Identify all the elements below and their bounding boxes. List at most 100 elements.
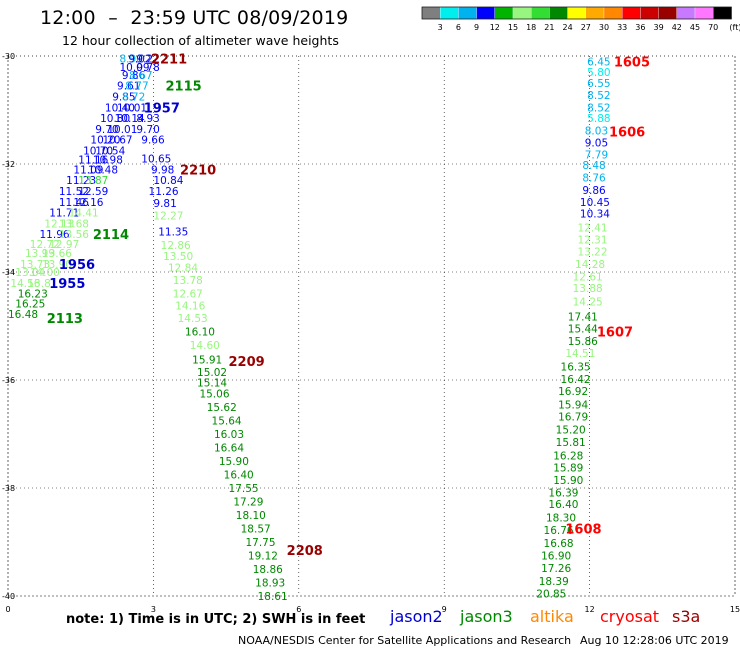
footnote: note: 1) Time is in UTC; 2) SWH is in fe… [66, 612, 366, 627]
swh-point: 15.86 [568, 336, 598, 348]
y-tick-label: -40 [2, 592, 15, 601]
swh-point: 8.90 [119, 54, 142, 66]
swh-point: 10.70 [83, 146, 113, 158]
swh-point: 15.64 [212, 416, 242, 428]
x-tick-label: 6 [296, 605, 301, 614]
swh-point: 14.56 [10, 278, 40, 290]
swh-point: 8.93 [136, 113, 159, 125]
swh-point: 11.52 [59, 186, 89, 198]
swh-point: 10.54 [95, 146, 125, 158]
swh-point: 12.41 [577, 223, 607, 235]
swh-point: 8.03 [585, 126, 608, 138]
swh-point: 15.89 [553, 462, 583, 474]
swh-point: 12.31 [577, 235, 607, 247]
swh-point: 14.60 [190, 340, 220, 352]
pass-label: 2208 [287, 544, 323, 559]
swh-point: 16.76 [544, 525, 574, 537]
swh-point: 10.01 [107, 124, 137, 136]
swh-point: 18.10 [236, 510, 266, 522]
swh-point: 20.85 [536, 588, 566, 600]
colorbar-tick-label: 6 [456, 23, 461, 32]
swh-point: 12.13 [44, 218, 74, 230]
swh-point: 9.86 [122, 70, 146, 82]
swh-point: 16.25 [15, 298, 45, 310]
colorbar-tick-label: 42 [672, 23, 682, 32]
page-title: 12:00 – 23:59 UTC 08/09/2019 [40, 7, 349, 29]
swh-point: 12.72 [30, 239, 60, 251]
swh-point: 11.96 [40, 229, 70, 241]
colorbar-swatch [458, 6, 477, 20]
swh-point: 12.67 [173, 289, 203, 301]
colorbar-swatch [676, 6, 696, 20]
swh-point: 15.94 [558, 399, 588, 411]
footer-credit: NOAA/NESDIS Center for Satellite Applica… [238, 634, 572, 647]
swh-point: 10.48 [88, 164, 118, 176]
swh-point: 16.28 [553, 451, 583, 463]
legend-altika: altika [530, 607, 574, 626]
swh-point: 15.90 [219, 456, 249, 468]
colorbar-tick-label: 24 [563, 23, 573, 32]
swh-point: 15.91 [192, 354, 222, 366]
swh-point: 19.12 [248, 551, 278, 563]
colorbar-tick-label: 39 [654, 23, 664, 32]
swh-point: 11.16 [78, 155, 108, 167]
swh-point: 11.46 [59, 197, 89, 209]
swh-point: 10.14 [115, 113, 145, 125]
swh-point: 14.28 [575, 259, 605, 271]
swh-point: 13.68 [59, 218, 89, 230]
swh-point: 11.71 [49, 208, 79, 220]
pass-label: 1955 [49, 277, 85, 292]
pass-label: 1607 [597, 325, 633, 340]
pass-label: 2115 [166, 80, 202, 95]
swh-point: 15.44 [568, 324, 598, 336]
swh-point: 14.41 [69, 208, 99, 220]
swh-point: 8.77 [125, 81, 148, 93]
colorbar-frame [421, 6, 732, 20]
swh-point: 18.93 [255, 578, 285, 590]
swh-point: 16.10 [185, 326, 215, 338]
swh-point: 11.23 [66, 175, 96, 187]
swh-point: 6.55 [587, 78, 610, 90]
swh-point: 13.81 [27, 278, 57, 290]
colorbar-tick-label: 33 [617, 23, 627, 32]
swh-point: 15.14 [197, 378, 227, 390]
legend-jason2: jason2 [390, 607, 443, 626]
swh-point: 13.04 [15, 267, 45, 279]
y-tick-label: -32 [2, 160, 15, 169]
swh-point: 10.98 [93, 155, 123, 167]
swh-point: 14.00 [30, 267, 60, 279]
pass-label: 2211 [151, 53, 187, 68]
swh-point: 18.57 [241, 524, 271, 536]
colorbar-tick-label: 21 [544, 23, 554, 32]
swh-point: 9.70 [95, 124, 118, 136]
pass-label: 2210 [180, 163, 216, 178]
swh-point: 17.29 [233, 497, 263, 509]
colorbar-swatch [694, 6, 714, 20]
swh-point: 12.16 [73, 197, 103, 209]
pass-label: 2113 [47, 312, 83, 327]
swh-point: 10.45 [580, 197, 610, 209]
x-tick-label: 3 [151, 605, 156, 614]
pass-label: 1956 [59, 258, 95, 273]
swh-point: 18.86 [253, 564, 283, 576]
pass-label: 1605 [614, 55, 650, 70]
swh-point: 13.87 [78, 175, 108, 187]
colorbar-swatch [622, 6, 641, 20]
swh-point: 18.39 [539, 576, 569, 588]
swh-point: 10.65 [141, 154, 171, 166]
swh-point: 16.23 [18, 289, 48, 301]
swh-point: 16.68 [544, 538, 574, 550]
swh-point: 8.48 [582, 160, 605, 172]
colorbar-swatch [603, 6, 623, 20]
swh-point: 13.56 [59, 229, 89, 241]
swh-point: 12.86 [161, 240, 191, 252]
swh-point: 9.70 [136, 124, 159, 136]
swh-point: 12.61 [573, 271, 603, 283]
swh-point: 15.06 [199, 389, 229, 401]
swh-point: 9.86 [582, 185, 606, 197]
swh-point: 16.64 [214, 443, 244, 455]
colorbar-swatch [567, 6, 586, 20]
swh-point: 9.22 [136, 54, 159, 66]
